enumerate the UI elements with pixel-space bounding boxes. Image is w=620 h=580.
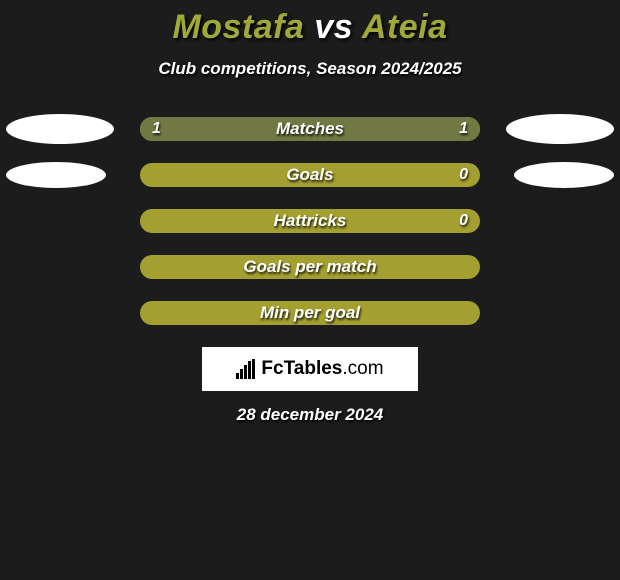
decoration-ellipse (6, 162, 106, 188)
stat-bar: 0Hattricks (140, 209, 480, 233)
stat-row: 11Matches (0, 117, 620, 141)
stat-row: Min per goal (0, 301, 620, 325)
decoration-ellipse (514, 162, 614, 188)
stat-row: 0Goals (0, 163, 620, 187)
logo-text-bold: FcTables (261, 358, 342, 379)
logo-text: FcTables.com (261, 358, 383, 380)
comparison-card: Mostafa vs Ateia Club competitions, Seas… (0, 0, 620, 425)
decoration-ellipse (6, 114, 114, 144)
title-player2: Ateia (362, 8, 448, 46)
title-vs: vs (314, 8, 353, 46)
stat-label: Goals (140, 163, 480, 187)
stat-label: Matches (140, 117, 480, 141)
stat-label: Min per goal (140, 301, 480, 325)
stat-bar: Min per goal (140, 301, 480, 325)
logo-text-thin: .com (342, 358, 383, 379)
stat-bar: 11Matches (140, 117, 480, 141)
stat-label: Goals per match (140, 255, 480, 279)
stat-bar: Goals per match (140, 255, 480, 279)
page-title: Mostafa vs Ateia (0, 8, 620, 47)
stat-bar: 0Goals (140, 163, 480, 187)
decoration-ellipse (506, 114, 614, 144)
stat-row: 0Hattricks (0, 209, 620, 233)
stat-row: Goals per match (0, 255, 620, 279)
logo-box: FcTables.com (202, 347, 418, 391)
bar-chart-icon (236, 359, 255, 379)
title-player1: Mostafa (172, 8, 304, 46)
subtitle: Club competitions, Season 2024/2025 (0, 59, 620, 79)
stat-rows: 11Matches 0Goals 0Hattricks Goals per match… (0, 117, 620, 325)
stat-label: Hattricks (140, 209, 480, 233)
date-label: 28 december 2024 (0, 405, 620, 425)
